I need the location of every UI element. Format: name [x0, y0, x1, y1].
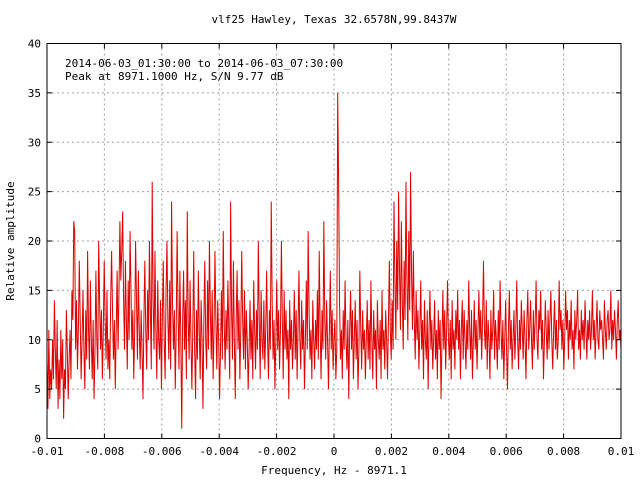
- series-layer: [46, 92, 622, 429]
- x-tick-label: -0.01: [30, 445, 63, 458]
- chart-title: vlf25 Hawley, Texas 32.6578N,99.8437W: [211, 13, 456, 26]
- y-tick-label: 15: [28, 284, 41, 297]
- x-tick-label: 0: [331, 445, 338, 458]
- y-tick-label: 0: [34, 433, 41, 446]
- x-tick-label: 0.004: [432, 445, 465, 458]
- y-tick-label: 20: [28, 235, 41, 248]
- x-tick-label: 0.008: [547, 445, 580, 458]
- annotation-time-range: 2014-06-03_01:30:00 to 2014-06-03_07:30:…: [65, 57, 343, 70]
- annotation-peak: Peak at 8971.1000 Hz, S/N 9.77 dB: [65, 70, 284, 83]
- y-axis-label: Relative amplitude: [4, 181, 17, 300]
- x-tick-label: -0.006: [142, 445, 182, 458]
- y-tick-label: 35: [28, 87, 41, 100]
- x-tick-labels: -0.01 -0.008 -0.006 -0.004 -0.002 0 0.002 0.004…: [30, 445, 634, 458]
- x-tick-label: -0.008: [85, 445, 125, 458]
- spectrum-series-line: [46, 92, 622, 429]
- y-tick-labels: 0 5 10 15 20 25 30 35 40: [28, 38, 41, 446]
- x-tick-label: 0.01: [608, 445, 635, 458]
- ticks: [46, 43, 622, 439]
- y-tick-label: 10: [28, 334, 41, 347]
- y-tick-label: 40: [28, 38, 41, 51]
- x-tick-label: 0.006: [490, 445, 523, 458]
- y-tick-label: 5: [34, 383, 41, 396]
- x-axis-label: Frequency, Hz - 8971.1: [261, 464, 407, 477]
- x-tick-label: -0.004: [199, 445, 239, 458]
- grid: [47, 43, 621, 439]
- y-tick-label: 25: [28, 186, 41, 199]
- x-tick-label: 0.002: [375, 445, 408, 458]
- y-tick-label: 30: [28, 136, 41, 149]
- x-tick-label: -0.002: [257, 445, 297, 458]
